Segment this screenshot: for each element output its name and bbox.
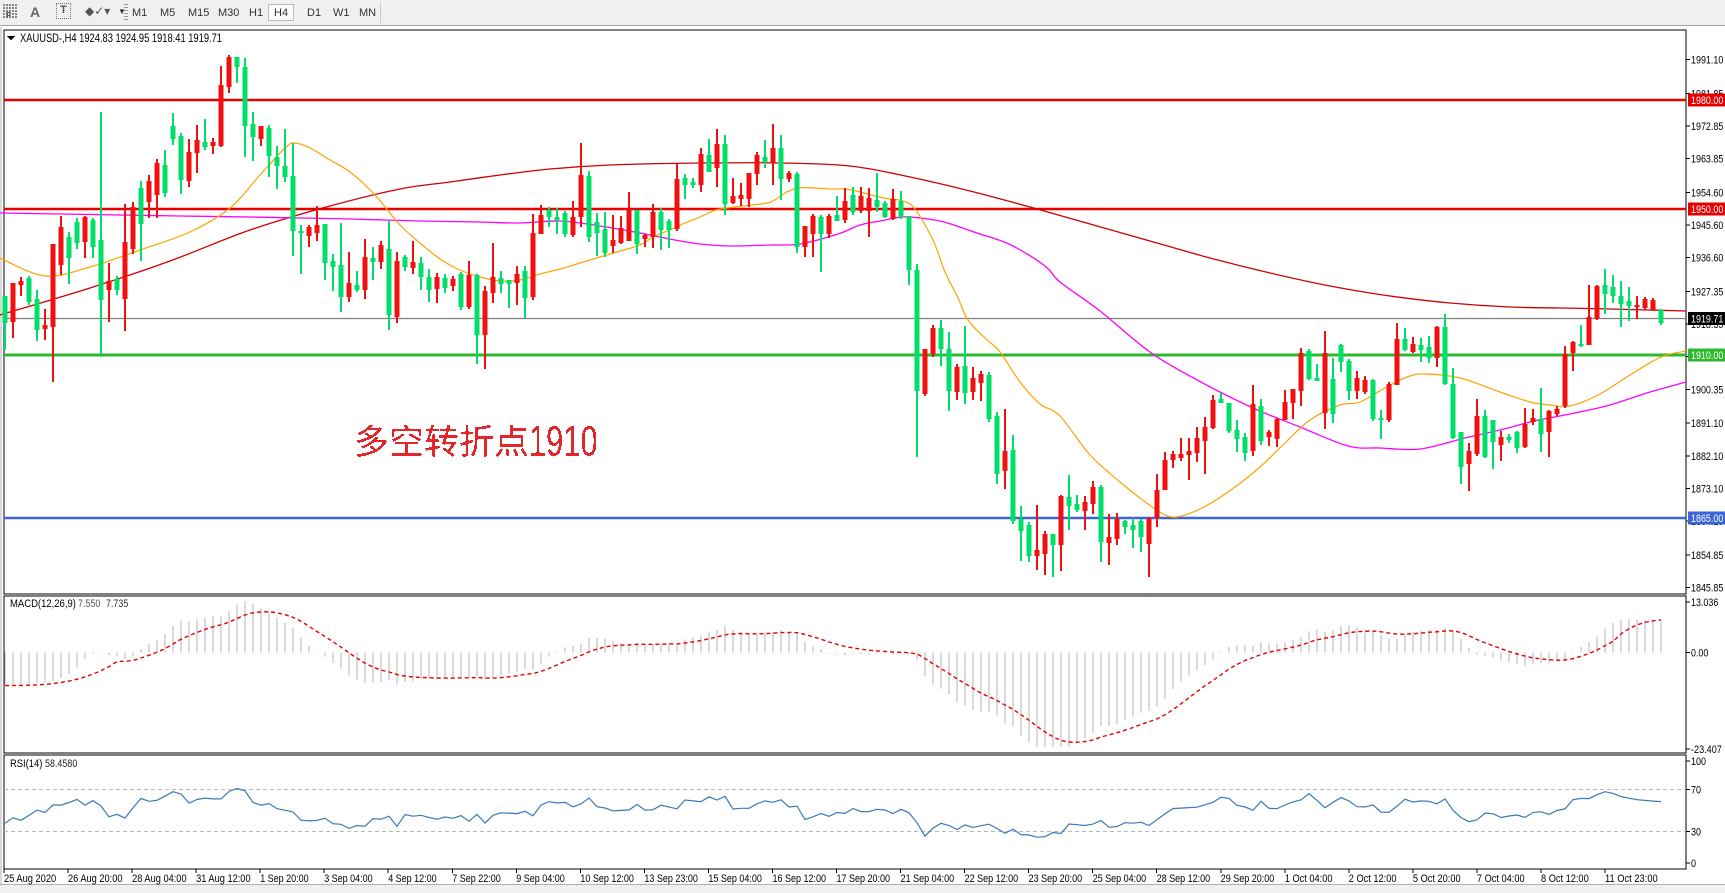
svg-text:2 Oct 12:00: 2 Oct 12:00: [1349, 873, 1397, 885]
svg-text:8 Oct 12:00: 8 Oct 12:00: [1541, 873, 1589, 885]
svg-text:1927.35: 1927.35: [1691, 286, 1723, 298]
svg-text:1919.71: 1919.71: [1691, 314, 1723, 326]
svg-text:1 Sep 20:00: 1 Sep 20:00: [260, 873, 309, 885]
svg-text:1972.85: 1972.85: [1691, 121, 1723, 133]
svg-text:1891.10: 1891.10: [1691, 418, 1723, 430]
svg-text:7.550: 7.550: [78, 598, 100, 610]
svg-text:28 Sep 12:00: 28 Sep 12:00: [1157, 873, 1211, 885]
svg-text:1873.10: 1873.10: [1691, 484, 1723, 496]
svg-text:3 Sep 04:00: 3 Sep 04:00: [324, 873, 373, 885]
svg-text:70: 70: [1691, 785, 1701, 797]
svg-text:1950.00: 1950.00: [1691, 204, 1723, 216]
svg-text:13.036: 13.036: [1691, 597, 1718, 609]
svg-text:-23.407: -23.407: [1691, 744, 1722, 756]
svg-text:5 Oct 20:00: 5 Oct 20:00: [1413, 873, 1461, 885]
svg-text:1980.00: 1980.00: [1691, 95, 1723, 107]
svg-text:1 Oct 04:00: 1 Oct 04:00: [1285, 873, 1333, 885]
svg-text:16 Sep 12:00: 16 Sep 12:00: [773, 873, 827, 885]
svg-text:XAUUSD-,H4 1924.83 1924.95 19: XAUUSD-,H4 1924.83 1924.95 1918.41 1919.…: [20, 31, 222, 45]
svg-text:1963.85: 1963.85: [1691, 154, 1723, 166]
svg-text:1945.60: 1945.60: [1691, 220, 1723, 232]
svg-text:58.4580: 58.4580: [45, 758, 77, 770]
svg-text:1900.35: 1900.35: [1691, 384, 1723, 396]
svg-text:4 Sep 12:00: 4 Sep 12:00: [388, 873, 437, 885]
svg-text:25 Sep 04:00: 25 Sep 04:00: [1093, 873, 1147, 885]
svg-text:29 Sep 20:00: 29 Sep 20:00: [1221, 873, 1275, 885]
svg-text:1845.85: 1845.85: [1691, 583, 1723, 595]
svg-text:26 Aug 20:00: 26 Aug 20:00: [68, 873, 123, 885]
svg-text:1854.85: 1854.85: [1691, 550, 1723, 562]
svg-text:1910.00: 1910.00: [1691, 350, 1723, 362]
svg-text:15 Sep 04:00: 15 Sep 04:00: [708, 873, 762, 885]
svg-text:100: 100: [1691, 756, 1706, 768]
svg-text:1954.60: 1954.60: [1691, 187, 1723, 199]
svg-text:13 Sep 23:00: 13 Sep 23:00: [644, 873, 698, 885]
svg-text:MACD(12,26,9): MACD(12,26,9): [10, 598, 76, 610]
svg-text:11 Oct 23:00: 11 Oct 23:00: [1605, 873, 1658, 885]
svg-text:1882.10: 1882.10: [1691, 451, 1723, 463]
svg-text:10 Sep 12:00: 10 Sep 12:00: [580, 873, 634, 885]
svg-text:7.735: 7.735: [106, 598, 128, 610]
svg-text:23 Sep 20:00: 23 Sep 20:00: [1029, 873, 1083, 885]
svg-text:17 Sep 20:00: 17 Sep 20:00: [837, 873, 891, 885]
svg-text:9 Sep 04:00: 9 Sep 04:00: [516, 873, 565, 885]
svg-text:RSI(14): RSI(14): [10, 758, 42, 770]
svg-text:31 Aug 12:00: 31 Aug 12:00: [196, 873, 251, 885]
svg-text:1936.60: 1936.60: [1691, 253, 1723, 265]
svg-text:30: 30: [1691, 827, 1701, 839]
svg-text:22 Sep 12:00: 22 Sep 12:00: [965, 873, 1019, 885]
svg-text:21 Sep 04:00: 21 Sep 04:00: [901, 873, 955, 885]
svg-text:1865.00: 1865.00: [1691, 513, 1723, 525]
svg-text:7 Oct 04:00: 7 Oct 04:00: [1477, 873, 1525, 885]
svg-text:1991.10: 1991.10: [1691, 55, 1723, 67]
svg-text:28 Aug 04:00: 28 Aug 04:00: [132, 873, 187, 885]
svg-text:25 Aug 2020: 25 Aug 2020: [4, 873, 56, 885]
svg-text:7 Sep 22:00: 7 Sep 22:00: [452, 873, 501, 885]
svg-text:0: 0: [1691, 858, 1696, 870]
svg-text:0.00: 0.00: [1691, 648, 1708, 660]
